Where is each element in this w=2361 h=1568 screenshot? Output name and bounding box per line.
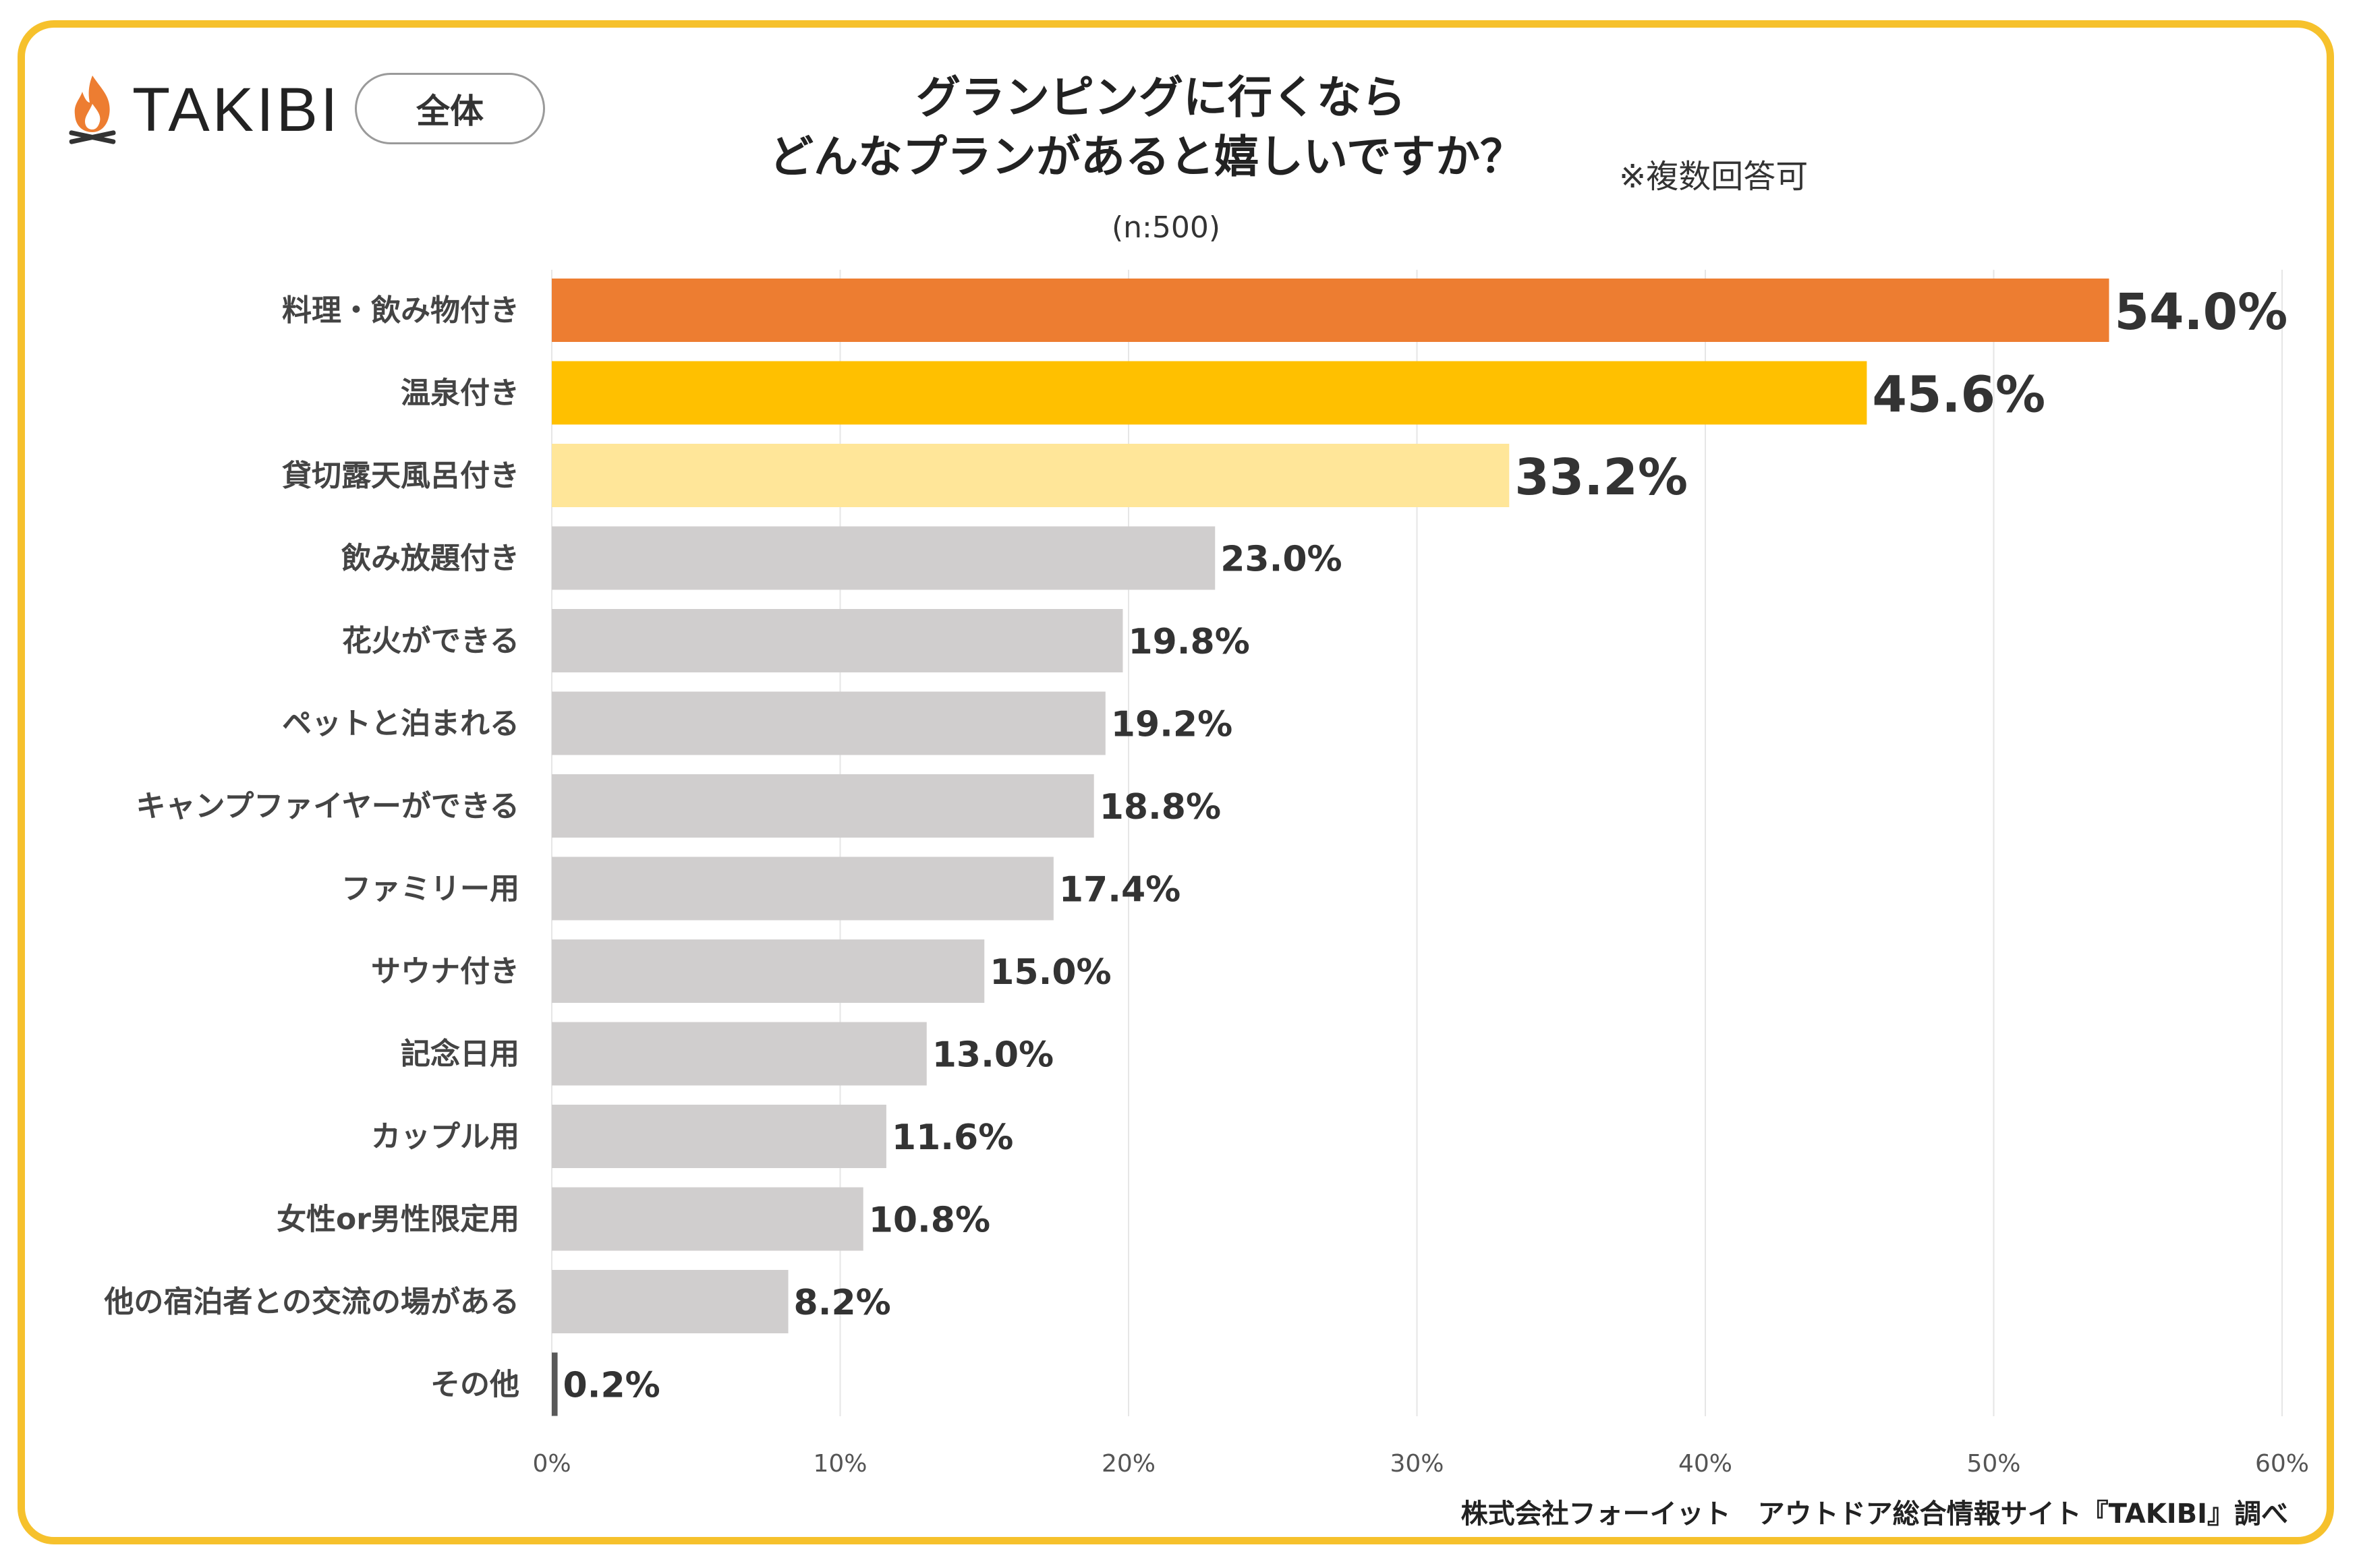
category-label: 女性or男性限定用 — [277, 1202, 519, 1237]
x-tick-label: 60% — [2255, 1450, 2309, 1478]
brand-logo: TAKIBI — [65, 73, 341, 147]
category-label: 他の宿泊者との交流の場がある — [103, 1285, 519, 1319]
value-label: 45.6% — [1872, 366, 2045, 424]
bar — [552, 856, 1054, 921]
x-tick-label: 20% — [1102, 1450, 1156, 1478]
value-label: 54.0% — [2115, 283, 2288, 341]
bar — [552, 609, 1123, 672]
survey-credit: 株式会社フォーイット アウトドア総合情報サイト『TAKIBI』調べ — [1460, 1499, 2288, 1530]
category-label: ペットと泊まれる — [282, 707, 519, 741]
x-tick-label: 10% — [813, 1450, 867, 1478]
bar — [552, 1270, 789, 1333]
value-label: 23.0% — [1220, 540, 1342, 580]
segment-label: 全体 — [416, 92, 484, 131]
value-label: 11.6% — [892, 1117, 1013, 1158]
category-label: 貸切露天風呂付き — [282, 459, 519, 493]
bar — [552, 1187, 863, 1251]
bar — [552, 939, 985, 1003]
brand-name: TAKIBI — [132, 76, 341, 144]
bar — [552, 361, 1867, 425]
category-label: 記念日用 — [401, 1037, 519, 1072]
category-label: 花火ができる — [342, 624, 519, 658]
x-tick-label: 0% — [532, 1450, 571, 1478]
value-label: 8.2% — [794, 1283, 891, 1323]
chart-title-line2: どんなプランがあると嬉しいですか？ — [769, 131, 1525, 183]
category-label: 温泉付き — [401, 376, 519, 411]
category-label: カップル用 — [371, 1120, 519, 1154]
bar — [552, 1352, 558, 1416]
bar — [552, 691, 1106, 755]
sample-size: (n:500) — [1112, 210, 1221, 245]
value-label: 0.2% — [563, 1366, 660, 1406]
value-label: 19.8% — [1128, 622, 1249, 662]
bar — [552, 1105, 886, 1168]
category-label: サウナ付き — [371, 954, 519, 989]
x-tick-label: 30% — [1390, 1450, 1444, 1478]
bar — [552, 444, 1510, 507]
category-label: 飲み放題付き — [341, 542, 519, 576]
bar — [552, 526, 1216, 590]
bar — [552, 1022, 927, 1086]
category-label: ファミリー用 — [341, 872, 519, 906]
category-label: キャンプファイヤーができる — [136, 789, 519, 823]
value-label: 13.0% — [932, 1035, 1054, 1076]
chart-frame — [18, 20, 2334, 1544]
x-tick-label: 50% — [1966, 1450, 2020, 1478]
value-label: 19.2% — [1111, 705, 1232, 745]
value-label: 10.8% — [869, 1200, 990, 1241]
category-label: その他 — [430, 1368, 519, 1402]
segment-pill: 全体 — [355, 73, 545, 144]
value-label: 15.0% — [990, 952, 1111, 993]
value-label: 33.2% — [1514, 448, 1688, 506]
bar — [552, 774, 1094, 838]
value-label: 18.8% — [1100, 787, 1221, 827]
category-label: 料理・飲み物付き — [282, 293, 519, 328]
chart-title-line1: グランピングに行くなら — [916, 71, 1406, 123]
x-tick-label: 40% — [1678, 1450, 1732, 1478]
multiple-answer-note: ※複数回答可 — [1619, 158, 1809, 196]
bar — [552, 279, 2109, 342]
campfire-icon — [69, 76, 116, 144]
value-label: 17.4% — [1059, 870, 1180, 910]
